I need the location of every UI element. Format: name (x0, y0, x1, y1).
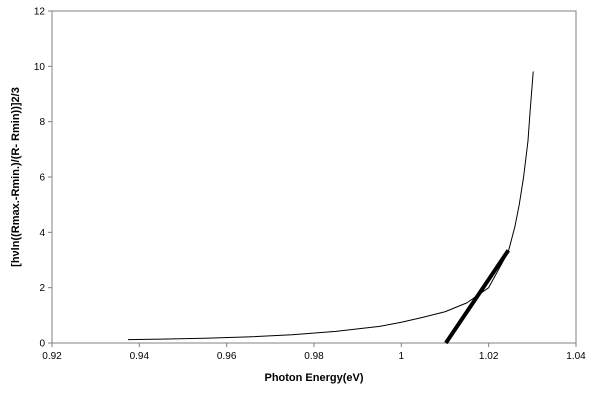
x-axis-ticks: 0.92 0.94 0.96 0.98 1 1.02 1.04 (42, 343, 586, 362)
x-tick-label: 0.98 (304, 351, 324, 362)
y-tick-label: 4 (39, 228, 45, 239)
series-layer (127, 71, 534, 345)
y-tick-label: 2 (39, 283, 45, 294)
y-tick-label: 6 (39, 173, 45, 184)
y-axis-ticks: 0 2 4 6 8 10 12 (34, 7, 52, 350)
y-tick-label: 10 (34, 62, 46, 73)
y-axis-title: [hνln((Rmax.-Rmin.)/(R- Rmin))]2/3 (10, 87, 22, 267)
tangent-fit-line (444, 249, 510, 345)
y-tick-label: 12 (34, 7, 46, 18)
data-curve (127, 71, 534, 341)
x-tick-label: 0.94 (130, 351, 150, 362)
y-tick-label: 0 (39, 339, 45, 350)
x-tick-label: 1.02 (479, 351, 499, 362)
plot-frame (51, 10, 577, 344)
x-axis-title: Photon Energy(eV) (264, 372, 363, 384)
x-tick-label: 1 (399, 351, 405, 362)
x-tick-label: 0.92 (42, 351, 62, 362)
x-tick-label: 1.04 (566, 351, 586, 362)
x-tick-label: 0.96 (217, 351, 237, 362)
y-tick-label: 8 (39, 117, 45, 128)
